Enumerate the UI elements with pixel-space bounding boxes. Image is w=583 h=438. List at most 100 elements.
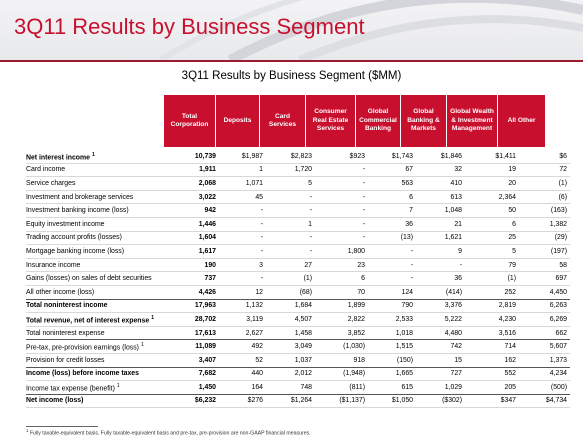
table-row: Investment banking income (loss) 942- - -7 1…: [26, 203, 570, 218]
table-cell: 19: [465, 163, 519, 178]
row-label: Net income (loss): [26, 394, 164, 409]
column-header: Card Services: [260, 95, 305, 147]
table-cell: 1: [219, 163, 266, 178]
row-label: Equity investment income: [26, 217, 164, 232]
column-header: Total Corporation: [164, 95, 215, 147]
table-cell: 164: [219, 380, 266, 395]
table-cell: 27: [266, 258, 315, 273]
table-cell: 613: [416, 190, 465, 205]
table-cell: 1,446: [164, 217, 219, 232]
row-label: Card income: [26, 163, 164, 178]
table-cell: 190: [164, 258, 219, 273]
table-row: Service charges 2,068 1,071 5-563 410 20 (1): [26, 176, 570, 191]
slide-header: 3Q11 Results by Business Segment: [0, 0, 583, 60]
table-cell: 3,049: [266, 339, 315, 354]
row-label: Service charges: [26, 176, 164, 191]
table-cell: 6,269: [519, 312, 570, 327]
row-label-text: Total noninterest expense: [26, 329, 105, 337]
table-cell: 2,819: [465, 299, 519, 314]
table-cell: 1,048: [416, 203, 465, 218]
table-cell: 942: [164, 203, 219, 218]
row-label-text: Total noninterest income: [26, 302, 108, 310]
table-cell: 1,899: [315, 299, 368, 314]
row-label-text: Total revenue, net of interest expense: [26, 317, 150, 325]
footnote-marker: 1: [140, 341, 144, 348]
table-cell: 552: [465, 367, 519, 382]
table-cell: 5,222: [416, 312, 465, 327]
table-cell: -: [416, 258, 465, 273]
row-label: Total revenue, net of interest expense 1: [26, 312, 164, 327]
table-row: Net income (loss) $6,232 $276 $1,264 ($1,137…: [26, 394, 570, 409]
row-label: Income (loss) before income taxes: [26, 367, 164, 382]
table-cell: -: [219, 271, 266, 286]
table-cell: 52: [219, 353, 266, 368]
table-cell: (414): [416, 285, 465, 300]
table-row: Total noninterest income 17,963 1,132 1,684…: [26, 299, 570, 314]
table-cell: 1,800: [315, 244, 368, 259]
table-cell: 5: [465, 244, 519, 259]
table-row: Equity investment income 1,446-1-36 21 6 1,3…: [26, 217, 570, 232]
table-cell: 2,012: [266, 367, 315, 382]
table-cell: 1,018: [368, 326, 416, 341]
table-cell: 714: [465, 339, 519, 354]
table-cell: 79: [465, 258, 519, 273]
row-label: Income tax expense (benefit) 1: [26, 380, 164, 395]
row-label: Investment and brokerage services: [26, 190, 164, 205]
table-cell: 3: [219, 258, 266, 273]
table-cell: 3,852: [315, 326, 368, 341]
column-header: Global Wealth & Investment Management: [447, 95, 497, 147]
column-header: All Other: [498, 95, 545, 147]
table-cell: 1,382: [519, 217, 570, 232]
table-cell: 124: [368, 285, 416, 300]
table-cell: (1,948): [315, 367, 368, 382]
table-cell: 1,665: [368, 367, 416, 382]
table-cell: 440: [219, 367, 266, 382]
table-cell: 5: [266, 176, 315, 191]
table-cell: $4,734: [519, 394, 570, 409]
table-cell: 4,480: [416, 326, 465, 341]
table-cell: 205: [465, 380, 519, 395]
table-cell: 1,373: [519, 353, 570, 368]
footnote: 1 Fully taxable-equivalent basis. Fully …: [26, 428, 311, 437]
table-cell: (197): [519, 244, 570, 259]
footnote-marker: 1: [26, 428, 29, 433]
table-cell: 7,682: [164, 367, 219, 382]
table-cell: 790: [368, 299, 416, 314]
table-cell: 1,037: [266, 353, 315, 368]
table-cell: -: [368, 271, 416, 286]
table-cell: 9: [416, 244, 465, 259]
table-cell: -: [219, 244, 266, 259]
table-row: Net interest income 1 10,739 $1,987 $2,823 $9…: [26, 150, 570, 164]
table-cell: $276: [219, 394, 266, 409]
row-label-text: Provision for credit losses: [26, 356, 105, 364]
table-cell: -: [266, 231, 315, 246]
table-cell: 748: [266, 380, 315, 395]
table-cell: 70: [315, 285, 368, 300]
row-label: Total noninterest expense: [26, 326, 164, 341]
table-cell: (6): [519, 190, 570, 205]
table-cell: 1,604: [164, 231, 219, 246]
table-row: Mortgage banking income (loss) 1,617- -1,8…: [26, 244, 570, 259]
table-cell: 1,617: [164, 244, 219, 259]
table-cell: -: [315, 176, 368, 191]
footnote-marker: 1: [116, 382, 120, 389]
table-cell: 615: [368, 380, 416, 395]
table-cell: -: [315, 231, 368, 246]
table-cell: 3,376: [416, 299, 465, 314]
table-cell: 3,119: [219, 312, 266, 327]
table-cell: 36: [368, 217, 416, 232]
footnote-rule: [26, 426, 98, 427]
table-cell: 727: [416, 367, 465, 382]
table-cell: 697: [519, 271, 570, 286]
table-cell: 662: [519, 326, 570, 341]
table-cell: $1,743: [368, 150, 416, 164]
table-cell: -: [266, 190, 315, 205]
slide-title: 3Q11 Results by Business Segment: [14, 14, 365, 39]
row-label-text: Investment and brokerage services: [26, 193, 134, 201]
table-cell: 918: [315, 353, 368, 368]
table-cell: 2,822: [315, 312, 368, 327]
row-label: Net interest income 1: [26, 150, 164, 164]
table-cell: 1,071: [219, 176, 266, 191]
table-cell: -: [219, 217, 266, 232]
table-cell: 1,515: [368, 339, 416, 354]
